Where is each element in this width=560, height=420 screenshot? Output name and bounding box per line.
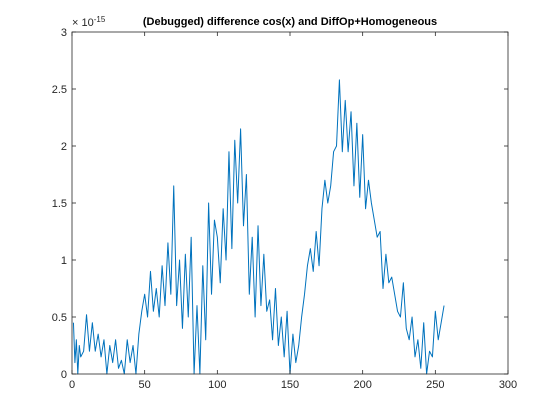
y-tick-label: 0.5 [52,312,67,324]
x-tick-label: 150 [281,379,299,391]
y-tick-label: 3 [61,27,67,39]
y-exponent-base: × 10 [72,17,94,29]
y-tick-label: 1 [61,255,67,267]
y-exponent-power: -15 [94,15,106,24]
y-exponent-label: × 10-15 [72,15,106,29]
series-line-0 [72,79,445,375]
chart-title: (Debugged) difference cos(x) and DiffOp+… [143,16,437,28]
series-group [72,79,445,375]
y-tick-label: 0 [61,369,67,381]
x-tick-label: 250 [426,379,444,391]
x-tick-label: 300 [499,379,517,391]
y-tick-label: 2 [61,141,67,153]
axes-background [72,32,508,374]
x-tick-label: 0 [69,379,75,391]
x-tick-label: 100 [208,379,226,391]
y-tick-label: 1.5 [52,198,67,210]
x-tick-label: 50 [139,379,151,391]
x-tick-label: 200 [353,379,371,391]
y-tick-label: 2.5 [52,84,67,96]
y-axis: 0 0.5 1 1.5 2 2.5 3 [52,27,508,381]
x-axis: 0 50 100 150 200 250 300 [69,32,517,391]
